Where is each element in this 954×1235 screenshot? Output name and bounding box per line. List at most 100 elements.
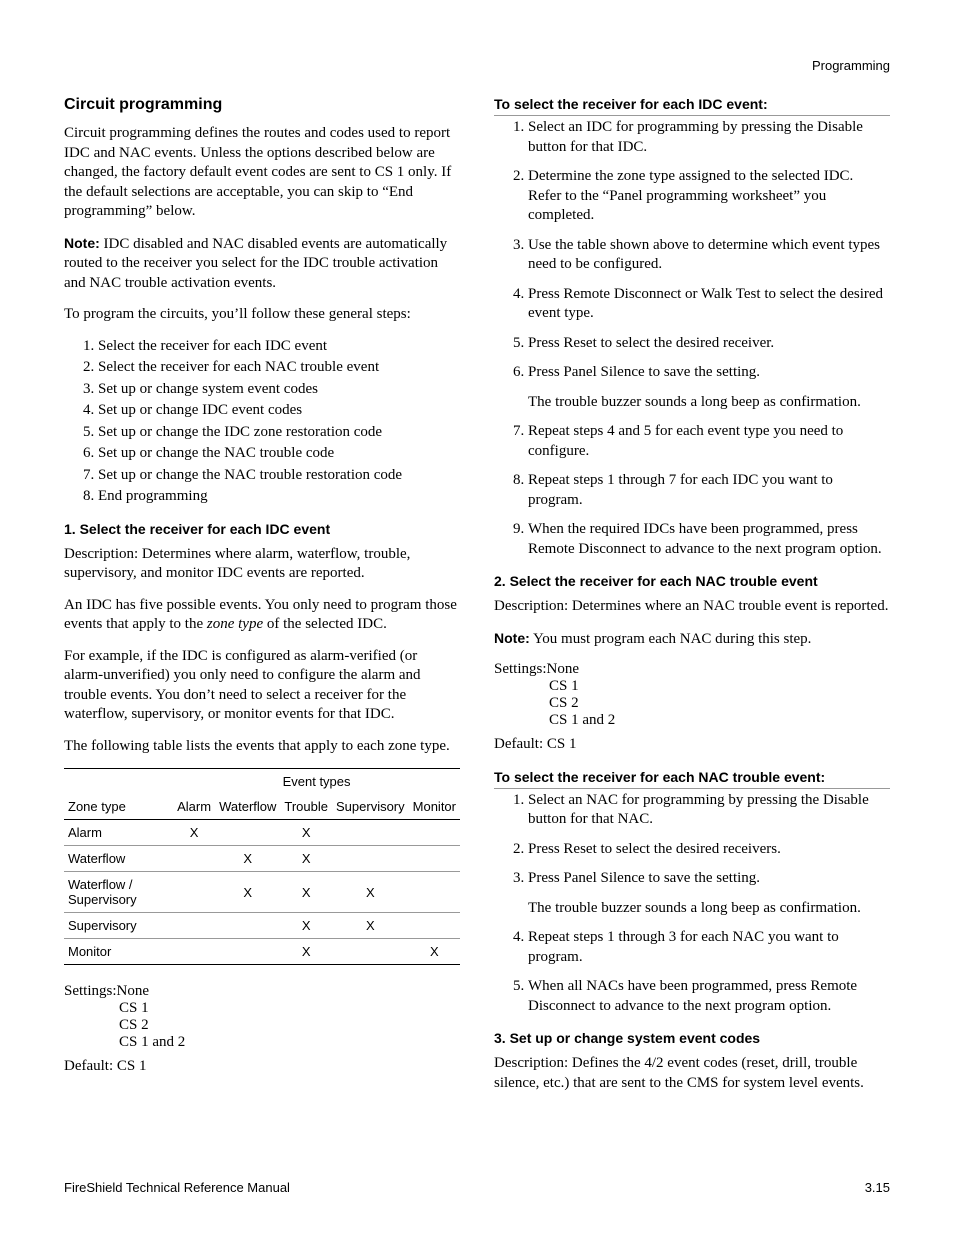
note-paragraph: Note: IDC disabled and NAC disabled even… [64, 234, 460, 294]
group-header: Event types [173, 769, 460, 795]
header-section: Programming [812, 58, 890, 73]
note-text: IDC disabled and NAC disabled events are… [64, 236, 447, 291]
cell [215, 820, 280, 846]
settings-opt: CS 2 [64, 1017, 460, 1034]
table-row: Waterflow X X [64, 846, 460, 872]
col-header: Alarm [173, 794, 215, 820]
list-item: Set up or change IDC event codes [98, 401, 460, 421]
italic-text: zone type [207, 616, 263, 632]
col-header: Monitor [409, 794, 460, 820]
list-item: When all NACs have been programmed, pres… [528, 977, 890, 1016]
col-header: Waterflow [215, 794, 280, 820]
table-body: Alarm X X Waterflow X X Waterflow / Su [64, 820, 460, 965]
settings-label: Settings: [494, 661, 547, 677]
empty-cell [64, 769, 173, 795]
subsection-1-heading: 1. Select the receiver for each IDC even… [64, 521, 460, 537]
cell: X [332, 872, 409, 913]
cell: Monitor [64, 939, 173, 965]
list-item: When the required IDCs have been program… [528, 520, 890, 559]
list-item: Press Panel Silence to save the setting.… [528, 869, 890, 918]
cell [332, 820, 409, 846]
page-footer: FireShield Technical Reference Manual 3.… [64, 1180, 890, 1195]
left-column: Circuit programming Circuit programming … [64, 96, 460, 1105]
footer-right: 3.15 [865, 1180, 890, 1195]
cell [409, 913, 460, 939]
cell [173, 846, 215, 872]
settings-block: Settings:None CS 1 CS 2 CS 1 and 2 [494, 661, 890, 729]
general-steps-list: Select the receiver for each IDC event S… [64, 337, 460, 507]
cell [409, 820, 460, 846]
confirmation-text: The trouble buzzer sounds a long beep as… [528, 393, 890, 413]
confirmation-text: The trouble buzzer sounds a long beep as… [528, 899, 890, 919]
cell: X [409, 939, 460, 965]
table-row: Waterflow / Supervisory X X X [64, 872, 460, 913]
cell: X [280, 939, 332, 965]
procedure-1-heading: To select the receiver for each IDC even… [494, 96, 890, 116]
table-row: Supervisory X X [64, 913, 460, 939]
sub1-description: Description: Determines where alarm, wat… [64, 545, 460, 584]
list-item: Select the receiver for each NAC trouble… [98, 358, 460, 378]
sub1-p4: The following table lists the events tha… [64, 737, 460, 757]
sub1-p3: For example, if the IDC is configured as… [64, 647, 460, 725]
cell [409, 872, 460, 913]
list-item: Press Remote Disconnect or Walk Test to … [528, 285, 890, 324]
cell: Waterflow / Supervisory [64, 872, 173, 913]
note-label: Note: [494, 630, 530, 646]
col-header: Supervisory [332, 794, 409, 820]
cell: Alarm [64, 820, 173, 846]
sub3-description: Description: Defines the 4/2 event codes… [494, 1054, 890, 1093]
settings-label: Settings: [64, 983, 117, 999]
cell [173, 872, 215, 913]
settings-opt: CS 1 [64, 1000, 460, 1017]
default-line: Default: CS 1 [494, 735, 890, 755]
settings-opt: CS 2 [494, 695, 890, 712]
procedure-2-heading: To select the receiver for each NAC trou… [494, 769, 890, 789]
intro-paragraph: Circuit programming defines the routes a… [64, 124, 460, 222]
settings-opt: None [547, 661, 580, 677]
cell: Supervisory [64, 913, 173, 939]
procedure-1-steps: Select an IDC for programming by pressin… [494, 118, 890, 559]
list-item: Select an NAC for programming by pressin… [528, 791, 890, 830]
cell: X [280, 846, 332, 872]
list-item: Press Reset to select the desired receiv… [528, 840, 890, 860]
sub2-description: Description: Determines where an NAC tro… [494, 597, 890, 617]
list-item: Determine the zone type assigned to the … [528, 167, 890, 226]
cell [215, 913, 280, 939]
list-item: Select an IDC for programming by pressin… [528, 118, 890, 157]
list-item: Set up or change system event codes [98, 380, 460, 400]
col-header: Trouble [280, 794, 332, 820]
procedure-2-steps: Select an NAC for programming by pressin… [494, 791, 890, 1017]
steps-intro: To program the circuits, you’ll follow t… [64, 305, 460, 325]
cell [173, 939, 215, 965]
col-header: Zone type [64, 794, 173, 820]
cell: X [173, 820, 215, 846]
cell [173, 913, 215, 939]
default-line: Default: CS 1 [64, 1057, 460, 1077]
right-column: To select the receiver for each IDC even… [494, 96, 890, 1105]
cell: X [215, 872, 280, 913]
cell: X [280, 820, 332, 846]
two-column-layout: Circuit programming Circuit programming … [64, 96, 890, 1105]
list-item: Set up or change the NAC trouble restora… [98, 466, 460, 486]
sub2-note: Note: You must program each NAC during t… [494, 629, 890, 650]
section-heading: Circuit programming [64, 96, 460, 114]
cell: X [280, 872, 332, 913]
cell [215, 939, 280, 965]
cell: X [332, 913, 409, 939]
text: of the selected IDC. [263, 616, 387, 632]
footer-left: FireShield Technical Reference Manual [64, 1180, 290, 1195]
text: Press Panel Silence to save the setting. [528, 364, 760, 380]
note-label: Note: [64, 235, 100, 251]
cell [332, 939, 409, 965]
table-row: Alarm X X [64, 820, 460, 846]
list-item: Repeat steps 1 through 3 for each NAC yo… [528, 928, 890, 967]
note-text: You must program each NAC during this st… [530, 631, 812, 647]
cell: Waterflow [64, 846, 173, 872]
list-item: Press Panel Silence to save the setting.… [528, 363, 890, 412]
list-item: Use the table shown above to determine w… [528, 236, 890, 275]
cell [409, 846, 460, 872]
subsection-2-heading: 2. Select the receiver for each NAC trou… [494, 573, 890, 589]
settings-opt: None [117, 983, 150, 999]
list-item: Repeat steps 4 and 5 for each event type… [528, 422, 890, 461]
settings-opt: CS 1 and 2 [494, 712, 890, 729]
